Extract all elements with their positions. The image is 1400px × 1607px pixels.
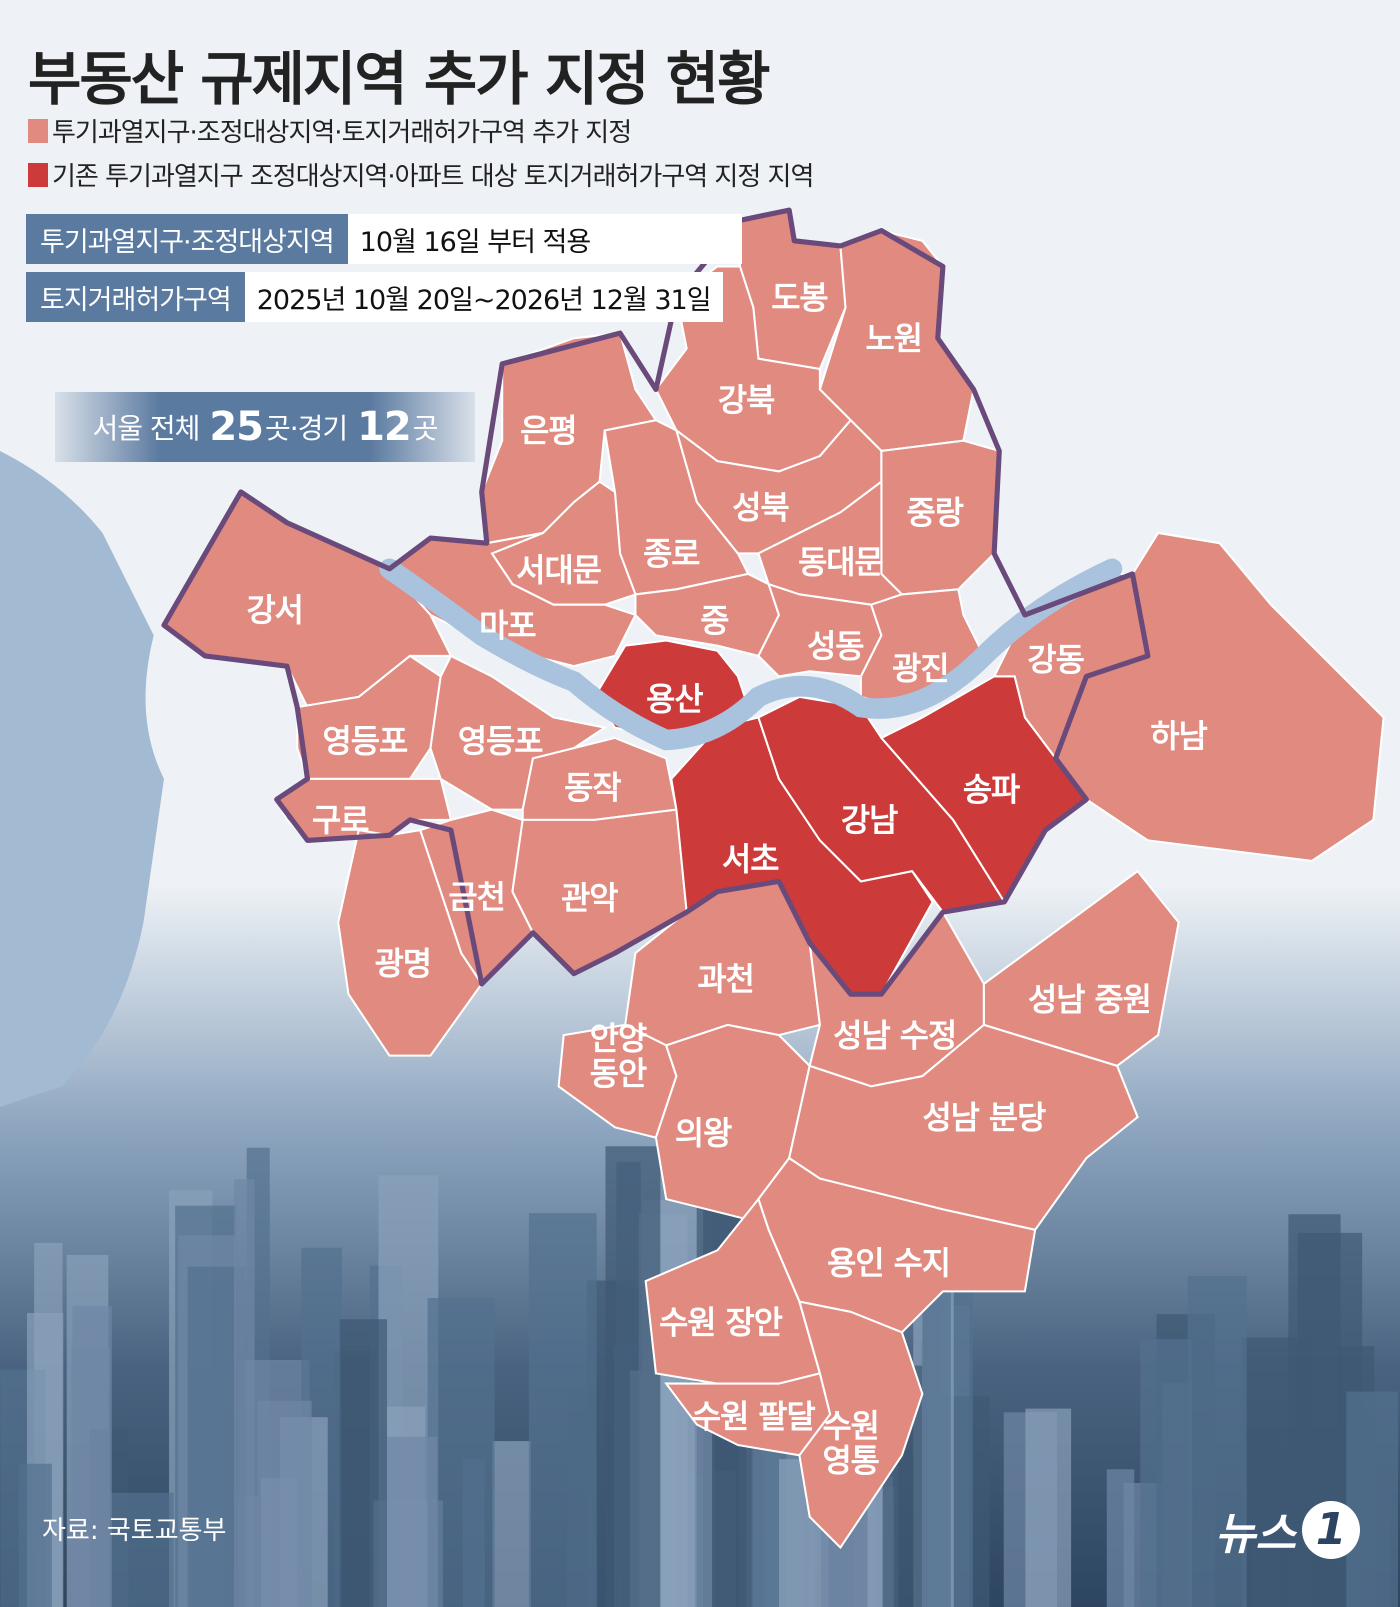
- logo-text: 뉴스: [1215, 1509, 1296, 1560]
- building: [18, 1463, 52, 1607]
- building: [492, 1441, 531, 1607]
- building: [922, 1285, 951, 1607]
- region-label: 영등포: [458, 724, 543, 760]
- region-added: [757, 582, 883, 678]
- region-label: 의왕: [675, 1116, 732, 1152]
- region-added: [337, 828, 483, 1057]
- building: [1243, 1426, 1282, 1607]
- region-label: 수원 장안: [659, 1305, 783, 1341]
- building: [1140, 1339, 1193, 1607]
- region-added: [429, 654, 608, 811]
- region-label: 강동: [1027, 642, 1084, 678]
- info-value: 2025년 10월 20일~2026년 12월 31일: [244, 272, 723, 322]
- info-key: 토지거래허가구역: [26, 272, 245, 322]
- region-label: 동작: [564, 770, 621, 806]
- region-label: 강북: [718, 383, 775, 419]
- building: [605, 1146, 661, 1607]
- building: [234, 1179, 255, 1607]
- region-label: 성남 수정: [833, 1018, 956, 1054]
- seoul-count: 25: [209, 404, 264, 450]
- building: [528, 1213, 597, 1607]
- region-label: 금천: [448, 880, 504, 916]
- region-label: 성남 분당: [922, 1100, 1046, 1136]
- sea-area: [0, 450, 164, 1107]
- building: [1187, 1276, 1247, 1607]
- region-label: 구로: [312, 803, 369, 839]
- region-label: 강남: [841, 803, 898, 839]
- regions-layer: [162, 208, 1385, 1550]
- region-label: 강서: [246, 593, 302, 629]
- count-suffix: 곳: [412, 412, 439, 445]
- region-label: 수원 영통: [822, 1409, 879, 1480]
- han-river: [379, 558, 1123, 751]
- info-value: 10월 16일 부터 적용: [347, 214, 742, 264]
- region-label: 종로: [643, 537, 700, 573]
- region-label: 광진: [892, 651, 948, 687]
- legend-label: 투기과열지구·조정대상지역·토지거래허가구역 추가 지정: [52, 118, 632, 148]
- region-label: 중: [700, 603, 729, 639]
- seoul-border: [161, 207, 1151, 997]
- legend-item-existing: 기존 투기과열지구 조정대상지역·아파트 대상 토지거래허가구역 지정 지역: [28, 156, 814, 193]
- source-note: 자료: 국토교통부: [42, 1516, 227, 1546]
- count-mid: 곳·경기: [265, 412, 348, 445]
- news1-logo: 뉴스 1: [1215, 1498, 1360, 1562]
- region-label: 은평: [520, 414, 576, 450]
- logo-mark: 1: [1302, 1501, 1360, 1559]
- legend-label: 기존 투기과열지구 조정대상지역·아파트 대상 토지거래허가구역 지정 지역: [52, 162, 814, 192]
- building: [386, 1436, 438, 1607]
- region-label: 과천: [697, 962, 753, 998]
- building: [257, 1400, 312, 1607]
- building: [1025, 1408, 1072, 1607]
- info-row-land-permit: 토지거래허가구역 2025년 10월 20일~2026년 12월 31일: [26, 272, 723, 322]
- region-label: 광명: [375, 947, 431, 983]
- count-prefix: 서울 전체: [92, 412, 200, 445]
- region-label: 하남: [1150, 719, 1207, 755]
- region-label: 노원: [866, 321, 922, 357]
- region-label: 안양 동안: [590, 1021, 647, 1092]
- cityscape: [0, 1146, 1399, 1607]
- region-label: 서초: [722, 842, 779, 878]
- region-label: 수원 팔달: [692, 1400, 816, 1436]
- building: [108, 1492, 174, 1607]
- region-label: 도봉: [771, 280, 828, 316]
- legend-swatch: [28, 162, 48, 187]
- region-label: 용인 수지: [827, 1246, 950, 1282]
- region-added: [797, 1300, 924, 1550]
- region-label: 동대문: [798, 545, 883, 581]
- region-label: 성동: [807, 629, 864, 665]
- region-label: 중랑: [906, 496, 963, 532]
- region-added: [818, 229, 975, 453]
- legend-swatch: [28, 118, 48, 143]
- info-row-designation: 투기과열지구·조정대상지역 10월 16일 부터 적용: [26, 214, 742, 264]
- region-label: 서대문: [516, 553, 601, 589]
- region-label: 영등포: [323, 724, 408, 760]
- building: [1346, 1391, 1399, 1607]
- building: [71, 1347, 110, 1607]
- page-title: 부동산 규제지역 추가 지정 현황: [28, 45, 770, 113]
- legend-item-added: 투기과열지구·조정대상지역·토지거래허가구역 추가 지정: [28, 112, 632, 149]
- info-key: 투기과열지구·조정대상지역: [26, 214, 348, 264]
- region-label: 송파: [963, 772, 1020, 808]
- building: [339, 1319, 388, 1607]
- region-label: 성북: [732, 491, 789, 527]
- building: [462, 1458, 485, 1607]
- region-label: 마포: [479, 608, 536, 644]
- region-label: 성남 중원: [1028, 983, 1151, 1019]
- gyeonggi-count: 12: [357, 404, 412, 450]
- region-count-banner: 서울 전체 25 곳·경기 12 곳: [55, 392, 475, 462]
- region-label: 관악: [561, 881, 618, 917]
- region-label: 용산: [646, 682, 703, 718]
